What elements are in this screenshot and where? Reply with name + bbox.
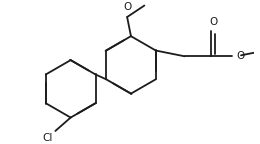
Text: O: O xyxy=(209,17,217,27)
Text: Cl: Cl xyxy=(42,133,53,143)
Text: O: O xyxy=(123,2,131,12)
Text: O: O xyxy=(236,51,244,61)
